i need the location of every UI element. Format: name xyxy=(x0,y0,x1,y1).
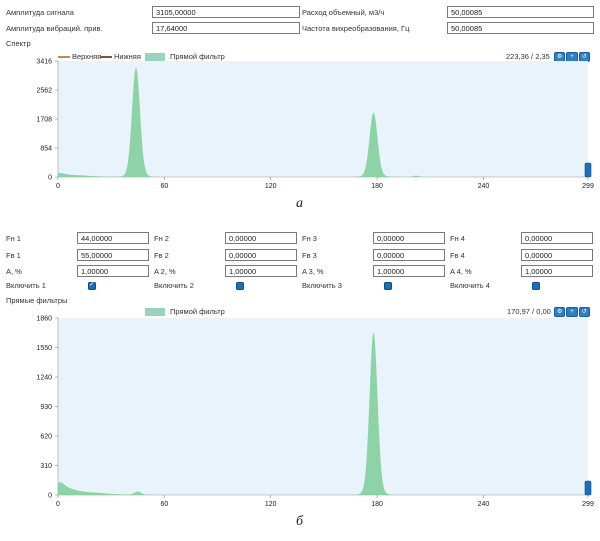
filter-row2-label-3: Fв 3 xyxy=(302,251,317,260)
direct-chart-reset-button[interactable]: ↺ xyxy=(578,307,590,317)
filter-row3-label-4: A 4, % xyxy=(450,267,472,276)
direct-y-tick-label-5: 1240 xyxy=(36,375,52,382)
spectrum-y-tick-label-3: 1708 xyxy=(36,117,52,124)
filter-row2-field-1[interactable]: 55,00000 xyxy=(77,249,149,261)
filter-row3-label-3: A 3, % xyxy=(302,267,324,276)
enable-filter-label-1: Включить 1 xyxy=(6,281,46,290)
filter-row1-field-3[interactable]: 0,00000 xyxy=(373,232,445,244)
spectrum-x-tick-label-4: 180 xyxy=(371,183,383,190)
spectrum-x-tick-label-3: 120 xyxy=(265,183,277,190)
legend-filter-swatch xyxy=(145,53,165,61)
direct-legend-filter-label[interactable]: Прямой фильтр xyxy=(170,307,225,316)
direct-chart-controls: ⚙ + ↺ xyxy=(554,307,590,317)
spectrum-y-tick-label-5: 3416 xyxy=(36,59,52,66)
enable-filter-checkbox-3[interactable] xyxy=(384,282,392,290)
direct-x-tick-label-2: 60 xyxy=(160,501,168,508)
vortex-frequency-label: Частота вихреобразования, Гц xyxy=(302,24,410,33)
filter-row1-field-1[interactable]: 44,00000 xyxy=(77,232,149,244)
spectrum-title: Спектр xyxy=(6,39,31,48)
direct-legend-filter-swatch xyxy=(145,308,165,316)
spectrum-x-tick-label-6: 299 xyxy=(582,183,594,190)
filter-row1-label-4: Fн 4 xyxy=(450,234,465,243)
spectrum-x-tick-label-5: 240 xyxy=(478,183,490,190)
legend-upper[interactable]: Верхняя xyxy=(58,52,101,62)
filter-row3-label-2: A 2, % xyxy=(154,267,176,276)
filter-row2-label-4: Fв 4 xyxy=(450,251,465,260)
filter-row1-label-2: Fн 2 xyxy=(154,234,169,243)
flow-rate-field[interactable]: 50,00085 xyxy=(447,6,594,18)
signal-amplitude-label: Амплитуда сигнала xyxy=(6,8,74,17)
filter-row2-field-2[interactable]: 0,00000 xyxy=(225,249,297,261)
direct-y-tick-label-7: 1860 xyxy=(36,316,52,323)
direct-y-tick-label-4: 930 xyxy=(40,404,52,411)
vibration-amplitude-field[interactable]: 17,64000 xyxy=(152,22,300,34)
direct-x-tick-label-1: 0 xyxy=(56,501,60,508)
legend-upper-swatch xyxy=(58,56,70,59)
legend-lower-label: Нижняя xyxy=(114,52,141,61)
spectrum-x-tick-label-2: 60 xyxy=(160,183,168,190)
caption-a: а xyxy=(296,196,303,211)
filter-row3-label-1: A, % xyxy=(6,267,22,276)
enable-filter-checkbox-1[interactable] xyxy=(88,280,96,290)
filter-row3-field-3[interactable]: 1,00000 xyxy=(373,265,445,277)
direct-filters-chart[interactable]: 0 310 620 930 1240 1550 1860 0 60 120 180 240 299 xyxy=(0,312,600,510)
direct-y-tick-label-3: 620 xyxy=(40,434,52,441)
spectrum-plot-area xyxy=(58,61,588,177)
filter-row1-label-3: Fн 3 xyxy=(302,234,317,243)
legend-lower[interactable]: Нижняя xyxy=(100,52,141,62)
filter-row3-field-1[interactable]: 1,00000 xyxy=(77,265,149,277)
direct-y-tick-label-1: 0 xyxy=(48,493,52,500)
direct-y-tick-label-6: 1550 xyxy=(36,345,52,352)
enable-filter-label-2: Включить 2 xyxy=(154,281,194,290)
direct-filters-title: Прямые фильтры xyxy=(6,296,68,305)
filter-row3-field-4[interactable]: 1,00000 xyxy=(521,265,593,277)
spectrum-y-tick-label-2: 854 xyxy=(40,146,52,153)
direct-chart-zoom-button[interactable]: + xyxy=(566,307,578,317)
filter-row3-field-2[interactable]: 1,00000 xyxy=(225,265,297,277)
filter-row2-label-1: Fв 1 xyxy=(6,251,21,260)
enable-filter-label-4: Включить 4 xyxy=(450,281,490,290)
spectrum-chart[interactable]: 0 854 1708 2562 3416 0 60 120 180 240 299 xyxy=(0,56,600,196)
enable-filter-checkbox-4[interactable] xyxy=(532,282,540,290)
signal-amplitude-field[interactable]: 3105,00000 xyxy=(152,6,300,18)
flow-rate-label: Расход объемный, м3/ч xyxy=(302,8,385,17)
legend-upper-label: Верхняя xyxy=(72,52,102,61)
spectrum-y-tick-label-4: 2562 xyxy=(36,88,52,95)
spectrum-x-tick-label-1: 0 xyxy=(56,183,60,190)
spectrum-scroll-handle[interactable] xyxy=(584,162,592,178)
caption-b: б xyxy=(296,514,304,529)
direct-x-tick-label-4: 180 xyxy=(371,501,383,508)
direct-cursor-readout: 170,97 / 0,00 xyxy=(507,307,551,316)
direct-y-tick-label-2: 310 xyxy=(40,463,52,470)
direct-scroll-handle[interactable] xyxy=(584,480,592,496)
filter-row1-field-2[interactable]: 0,00000 xyxy=(225,232,297,244)
filter-row2-field-3[interactable]: 0,00000 xyxy=(373,249,445,261)
filter-row1-label-1: Fн 1 xyxy=(6,234,21,243)
direct-plot-area xyxy=(58,318,588,495)
filter-row2-label-2: Fв 2 xyxy=(154,251,169,260)
enable-filter-checkbox-2[interactable] xyxy=(236,282,244,290)
direct-x-tick-label-5: 240 xyxy=(478,501,490,508)
direct-x-tick-label-6: 299 xyxy=(582,501,594,508)
direct-chart-settings-button[interactable]: ⚙ xyxy=(554,307,566,317)
enable-filter-label-3: Включить 3 xyxy=(302,281,342,290)
cursor-readout: 223,36 / 2,35 xyxy=(506,52,550,61)
filter-row2-field-4[interactable]: 0,00000 xyxy=(521,249,593,261)
vortex-frequency-field[interactable]: 50,00085 xyxy=(447,22,594,34)
legend-lower-swatch xyxy=(100,56,112,59)
filter-row1-field-4[interactable]: 0,00000 xyxy=(521,232,593,244)
spectrum-y-tick-label-1: 0 xyxy=(48,175,52,182)
vibration-amplitude-label: Амплитуда вибраций. прив. xyxy=(6,24,103,33)
direct-x-tick-label-3: 120 xyxy=(265,501,277,508)
legend-filter-label[interactable]: Прямой фильтр xyxy=(170,52,225,61)
